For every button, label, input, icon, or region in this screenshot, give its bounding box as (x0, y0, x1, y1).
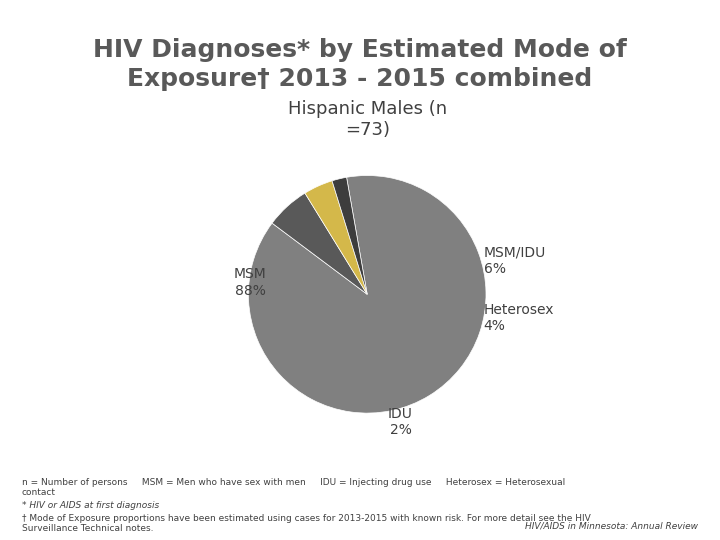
Wedge shape (305, 181, 367, 294)
Wedge shape (248, 176, 486, 413)
Wedge shape (332, 177, 367, 294)
Text: MSM
88%: MSM 88% (233, 267, 266, 298)
Text: n = Number of persons     MSM = Men who have sex with men     IDU = Injecting dr: n = Number of persons MSM = Men who have… (22, 478, 565, 497)
Text: IDU
2%: IDU 2% (388, 407, 413, 437)
Text: Heterosex
4%: Heterosex 4% (484, 303, 554, 333)
Text: HIV Diagnoses* by Estimated Mode of
Exposure† 2013 - 2015 combined: HIV Diagnoses* by Estimated Mode of Expo… (93, 38, 627, 91)
Text: * HIV or AIDS at first diagnosis: * HIV or AIDS at first diagnosis (22, 501, 159, 510)
Text: † Mode of Exposure proportions have been estimated using cases for 2013-2015 wit: † Mode of Exposure proportions have been… (22, 514, 590, 534)
Text: MSM/IDU
6%: MSM/IDU 6% (484, 246, 546, 276)
Wedge shape (272, 193, 367, 294)
Title: Hispanic Males (n
=73): Hispanic Males (n =73) (287, 100, 447, 139)
Text: HIV/AIDS in Minnesota: Annual Review: HIV/AIDS in Minnesota: Annual Review (526, 521, 698, 530)
